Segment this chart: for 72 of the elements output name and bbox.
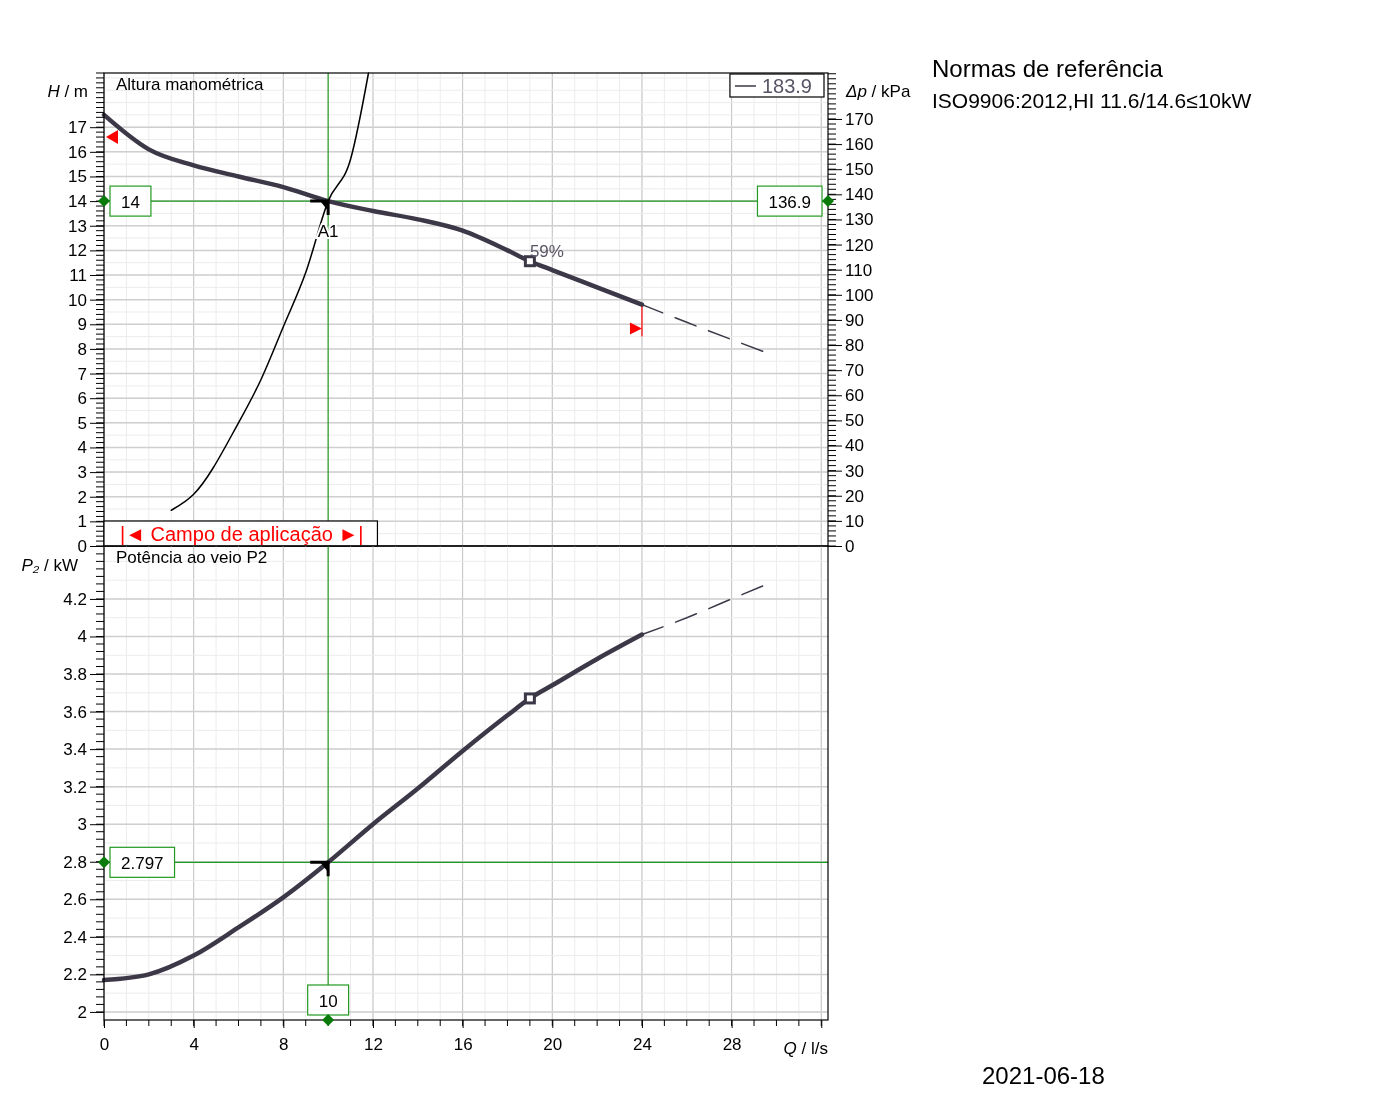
y-tick-label: 6 (77, 389, 87, 409)
y2-tick-label: 90 (845, 310, 864, 330)
text: 2021-06-18 (982, 1062, 1105, 1089)
y-tick-label: 12 (68, 241, 87, 261)
y-tick-label: 13 (68, 216, 87, 236)
y-tick-label: 3.8 (63, 664, 87, 684)
y2-tick-label: 100 (845, 285, 874, 305)
ref-line-label: 10 (318, 991, 338, 1011)
y2-tick-label: 130 (845, 210, 874, 230)
y-tick-label: 4.2 (63, 589, 87, 609)
y-tick-label: 10 (68, 290, 87, 310)
x-tick-label: 16 (453, 1035, 473, 1055)
y2-tick-label: 150 (845, 160, 874, 180)
y2-tick-label: 60 (845, 386, 864, 406)
ref-line-label: 2.797 (121, 853, 164, 873)
y-tick-label: 7 (77, 364, 87, 384)
y-tick-label: 2 (77, 1002, 87, 1022)
y-tick-label: 3.4 (63, 740, 87, 760)
legend-label: 183.9 (761, 75, 812, 97)
y-tick-label: 3 (77, 815, 87, 835)
y2-tick-label: 170 (845, 109, 874, 129)
y-tick-label: 15 (68, 167, 87, 187)
y2-tick-label: 50 (845, 411, 864, 431)
x-tick-label: 0 (99, 1035, 110, 1055)
x-tick-label: 12 (364, 1035, 383, 1055)
y-tick-label: 2.8 (63, 852, 87, 872)
y-tick-label: 0 (77, 536, 87, 556)
x-tick-label: 24 (633, 1035, 652, 1055)
y2-tick-label: 110 (845, 260, 873, 280)
y2-tick-label: 140 (845, 185, 874, 205)
y-tick-label: 3 (77, 463, 87, 483)
y-tick-label: 2.4 (63, 927, 87, 947)
y-tick-label: 1 (77, 512, 87, 532)
y-tick-label: 4 (77, 438, 87, 458)
chart-title: Altura manométrica (116, 75, 264, 94)
annotation: |◄ Campo de aplicação ►| (120, 523, 364, 545)
y-tick-label: 16 (68, 142, 87, 162)
y2-tick-label: 160 (845, 135, 874, 155)
y-tick-label: 2.2 (63, 965, 87, 985)
y-axis-title: P₂ / kW (21, 556, 78, 575)
y-tick-label: 17 (68, 118, 87, 138)
y2-tick-label: 0 (845, 536, 855, 556)
y2-tick-label: 70 (845, 361, 864, 381)
x-tick-label: 8 (279, 1035, 289, 1055)
y2-tick-label: 10 (845, 511, 864, 531)
x-axis-title: Q / l/s (783, 1039, 828, 1058)
y2-axis-title: Δp / kPa (845, 82, 911, 101)
y-tick-label: 2.6 (63, 890, 87, 910)
x-tick-label: 4 (189, 1035, 199, 1055)
chart-title: Potência ao veio P2 (116, 548, 268, 567)
y-tick-label: 11 (69, 265, 87, 285)
y2-tick-label: 120 (845, 235, 874, 255)
text: Normas de referência (932, 55, 1164, 82)
annotation: 136.9 (768, 192, 811, 212)
y-tick-label: 4 (77, 627, 87, 647)
y-tick-label: 3.2 (63, 777, 87, 797)
y-tick-label: 9 (77, 315, 87, 335)
text: ISO9906:2012,HI 11.6/14.6≤10kW (932, 89, 1252, 112)
annotation: 59% (529, 242, 564, 262)
x-tick-label: 20 (543, 1035, 563, 1055)
y-tick-label: 2 (77, 487, 87, 507)
y-axis-title: H / m (47, 82, 88, 101)
y-tick-label: 3.6 (63, 702, 87, 722)
y2-tick-label: 80 (845, 335, 864, 355)
y-tick-label: 14 (68, 192, 87, 212)
y2-tick-label: 30 (845, 461, 864, 481)
y2-tick-label: 20 (845, 486, 864, 506)
y-tick-label: 5 (77, 413, 87, 433)
ref-line-label: 14 (121, 192, 140, 212)
y2-tick-label: 40 (845, 436, 864, 456)
x-tick-label: 28 (722, 1035, 742, 1055)
y-tick-label: 8 (77, 339, 87, 359)
